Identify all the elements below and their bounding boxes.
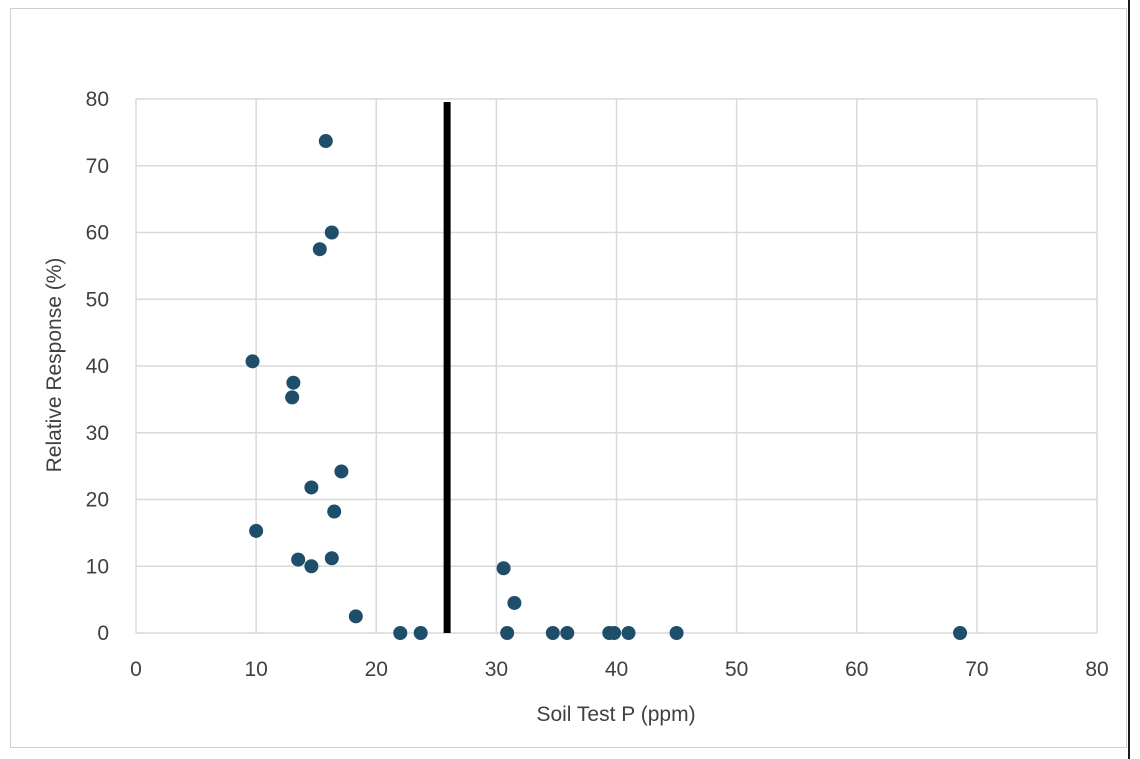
y-tick-label: 40 [86, 355, 109, 378]
data-point [304, 480, 319, 495]
y-axis-ticks: 0 10 20 30 40 50 60 70 80 [86, 88, 109, 645]
y-tick-label: 10 [86, 555, 109, 578]
data-point [291, 552, 306, 567]
y-tick-label: 50 [86, 288, 109, 311]
data-point [545, 626, 560, 640]
data-point [245, 354, 260, 369]
x-tick-label: 30 [485, 658, 508, 681]
gridlines [135, 98, 1098, 634]
y-tick-label: 20 [86, 489, 109, 512]
data-point [249, 523, 264, 538]
chart-frame [10, 8, 1127, 748]
data-points [245, 134, 968, 640]
data-point [496, 561, 511, 576]
data-point [607, 626, 622, 640]
data-point [953, 626, 968, 640]
y-axis-title: Relative Response (%) [43, 258, 66, 473]
x-tick-label: 50 [725, 658, 748, 681]
data-point [304, 559, 319, 574]
x-tick-label: 40 [605, 658, 628, 681]
data-point [334, 464, 349, 479]
x-tick-label: 70 [965, 658, 988, 681]
x-tick-label: 80 [1085, 658, 1108, 681]
x-tick-label: 0 [130, 658, 142, 681]
y-tick-label: 60 [86, 222, 109, 245]
y-tick-label: 70 [86, 155, 109, 178]
data-point [669, 626, 684, 640]
x-tick-label: 20 [365, 658, 388, 681]
x-tick-label: 10 [244, 658, 267, 681]
data-point [500, 626, 515, 640]
data-point [286, 375, 301, 390]
window-edge-divider [1128, 0, 1130, 759]
data-point [324, 225, 339, 240]
data-point [507, 595, 522, 610]
y-tick-label: 0 [97, 622, 109, 645]
data-point [318, 134, 333, 149]
x-tick-label: 60 [845, 658, 868, 681]
x-axis-title: Soil Test P (ppm) [536, 703, 695, 726]
y-tick-label: 30 [86, 422, 109, 445]
data-point [621, 626, 636, 640]
data-point [560, 626, 575, 640]
data-point [312, 242, 327, 257]
data-point [324, 551, 339, 566]
data-point [393, 626, 408, 640]
x-axis-ticks: 0 10 20 30 40 50 60 70 80 [130, 658, 1109, 681]
data-point [327, 504, 342, 519]
data-point [348, 609, 363, 624]
data-point [285, 390, 300, 405]
y-tick-label: 80 [86, 88, 109, 111]
data-point [413, 626, 428, 640]
